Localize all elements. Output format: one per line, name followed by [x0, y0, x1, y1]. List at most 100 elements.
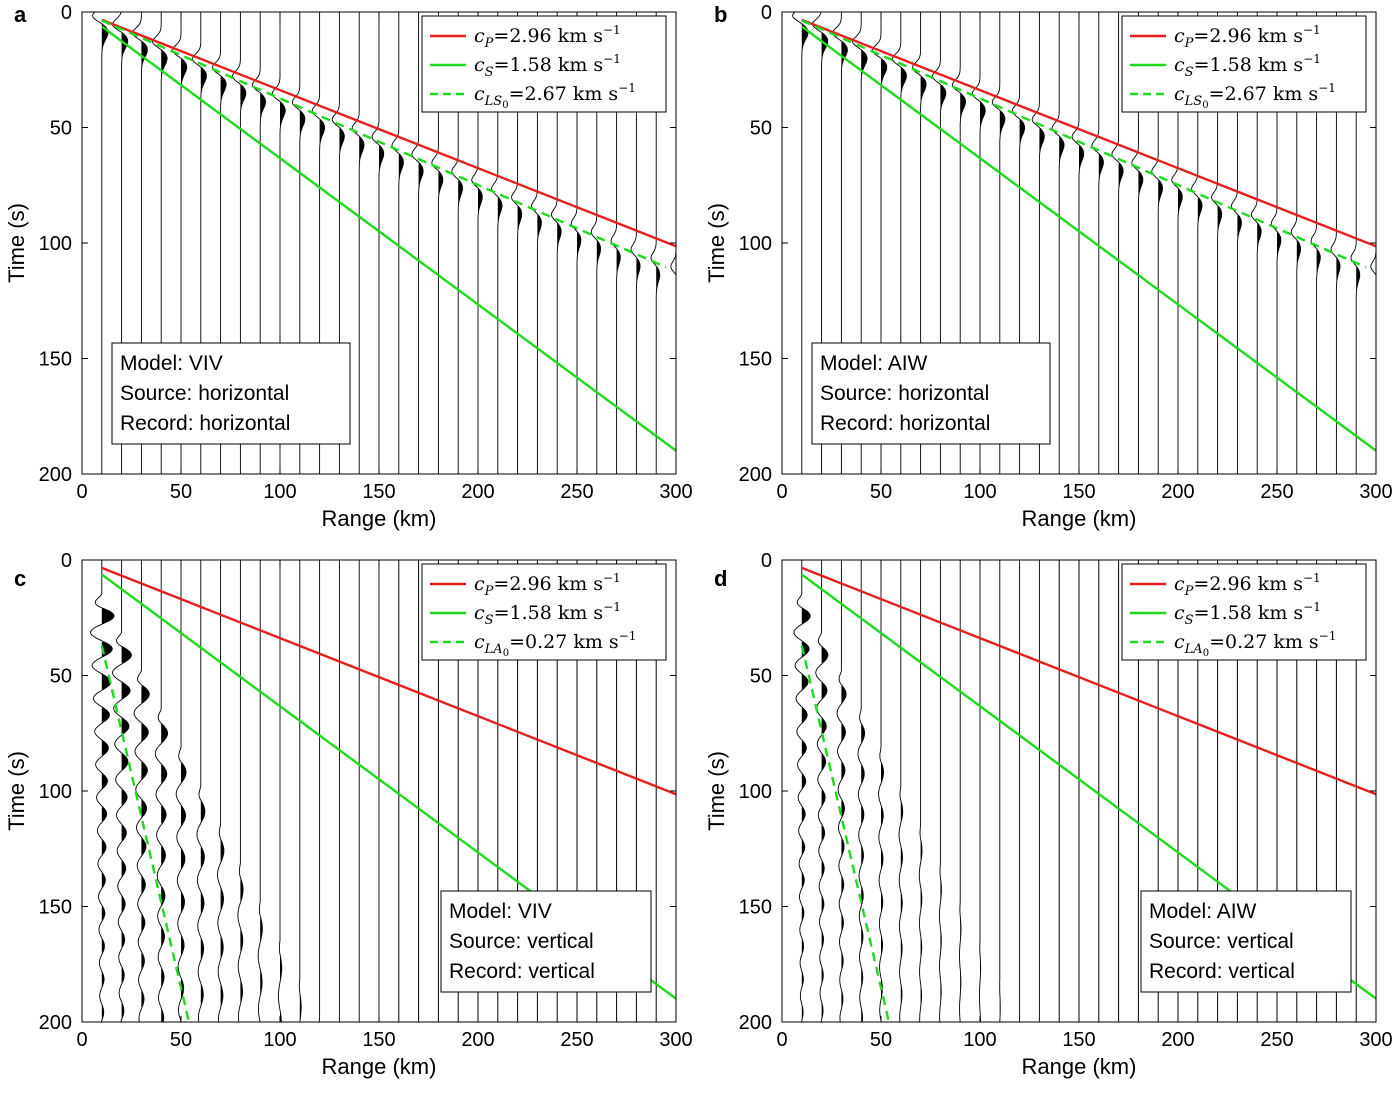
info-model: Model: VIV: [120, 352, 223, 375]
trace-fill: [960, 94, 966, 119]
legend-entry: cLS0=2.67 km s−1: [474, 81, 636, 111]
trace-fill: [1098, 154, 1104, 179]
legend-entry: cS=1.58 km s−1: [1174, 52, 1321, 80]
legend-exponent: −1: [1319, 629, 1337, 643]
trace-fill: [1138, 171, 1143, 196]
plot-area: [90, 560, 676, 1022]
seismic-trace: [1051, 12, 1065, 474]
x-tick-label: 200: [1161, 1029, 1194, 1051]
y-tick-label: 200: [39, 1012, 72, 1034]
panel-b: 0 50 100 150 200 250 300 0 50 100 150 200 Range (km)…: [704, 2, 1393, 531]
legend-symbol: c: [1174, 83, 1185, 105]
seismic-trace: [1071, 12, 1085, 474]
legend-value: =0.27: [509, 631, 567, 653]
x-axis-label: Range (km): [1022, 506, 1137, 531]
legend-subscript: P: [1184, 36, 1194, 51]
info-box-frame: [440, 890, 652, 993]
legend-symbol: c: [1174, 25, 1185, 47]
legend-exponent: −1: [1318, 81, 1336, 95]
y-tick-label: 150: [739, 897, 772, 919]
legend-symbol: c: [1174, 573, 1185, 595]
panel-d: 0 50 100 150 200 250 300 0 50 100 150 200 Range (km)…: [704, 550, 1393, 1079]
seismic-trace: [857, 560, 866, 1022]
trace-fill: [438, 171, 443, 196]
y-tick-label: 150: [739, 349, 772, 371]
seismic-trace: [411, 12, 424, 474]
y-tick-label: 200: [739, 464, 772, 486]
info-model: Model: VIV: [449, 900, 552, 923]
legend-value: =2.96: [1193, 25, 1251, 47]
seismic-trace: [898, 560, 904, 1022]
legend-subscript: P: [1184, 584, 1194, 599]
info-box-frame: [1140, 890, 1352, 993]
seismic-trace: [999, 560, 1001, 1022]
legend-subscript: LS: [1184, 94, 1203, 109]
seismic-trace: [836, 560, 847, 1022]
y-tick-label: 100: [739, 781, 772, 803]
legend-subscript: LA: [1184, 642, 1203, 657]
seismic-trace: [277, 560, 283, 1022]
info-source: Source: horizontal: [120, 382, 289, 405]
legend-value: =2.96: [1193, 573, 1251, 595]
legend-unit: km s: [552, 25, 603, 47]
trace-fill: [359, 136, 364, 161]
legend-subscript: S: [485, 65, 494, 80]
trace-fill: [821, 32, 828, 59]
plot-area: [793, 560, 1376, 1022]
legend-symbol: c: [474, 631, 485, 653]
x-tick-label: 300: [1359, 481, 1392, 503]
seismic-trace: [154, 560, 169, 1022]
legend-entry: cLA0=0.27 km s−1: [1174, 629, 1336, 659]
trace-fill: [1257, 223, 1262, 248]
trace-fill: [676, 275, 680, 298]
trace-fill: [497, 198, 502, 222]
legend-exponent: −1: [603, 52, 621, 66]
legend-symbol: c: [474, 83, 485, 105]
x-tick-label: 50: [170, 1029, 192, 1051]
trace-fill: [656, 267, 660, 291]
trace-fill: [537, 215, 542, 239]
x-tick-label: 300: [1359, 1029, 1392, 1051]
info-box-frame: [111, 342, 351, 445]
legend-entry: cS=1.58 km s−1: [474, 52, 621, 80]
trace-fill: [181, 59, 187, 84]
legend-value: =1.58: [1194, 54, 1252, 76]
x-tick-label: 250: [560, 1029, 593, 1051]
y-tick-label: 0: [761, 2, 772, 24]
y-tick-label: 200: [739, 1012, 772, 1034]
trace-fill: [920, 76, 927, 101]
legend-exponent: −1: [603, 571, 621, 585]
legend-value: =2.67: [509, 83, 567, 105]
x-tick-label: 200: [1161, 481, 1194, 503]
legend-entry: cS=1.58 km s−1: [474, 600, 621, 628]
panel-label: d: [714, 566, 727, 591]
trace-fill: [801, 972, 804, 987]
legend-symbol: c: [1174, 602, 1185, 624]
x-tick-label: 0: [776, 1029, 787, 1051]
y-tick-label: 200: [39, 464, 72, 486]
x-tick-label: 0: [76, 1029, 87, 1051]
legend-symbol: c: [474, 54, 485, 76]
seismic-trace: [1091, 12, 1104, 474]
info-record: Record: vertical: [1149, 960, 1295, 983]
info-source: Source: horizontal: [820, 382, 989, 405]
legend-exponent: −1: [1303, 23, 1321, 37]
legend-subscript: S: [1185, 613, 1194, 628]
x-tick-label: 250: [1260, 481, 1293, 503]
x-tick-label: 100: [263, 481, 296, 503]
seismic-trace: [815, 560, 829, 1022]
x-tick-label: 100: [263, 1029, 296, 1051]
legend-entry: cP=2.96 km s−1: [474, 23, 621, 51]
x-tick-label: 150: [1062, 1029, 1095, 1051]
trace-fill: [557, 223, 562, 248]
x-tick-label: 250: [560, 481, 593, 503]
panel-c: 0 50 100 150 200 250 300 0 50 100 150 200 Range (km)…: [4, 550, 693, 1079]
legend-entry: cP=2.96 km s−1: [1174, 571, 1321, 599]
y-tick-label: 100: [39, 781, 72, 803]
info-record: Record: vertical: [449, 960, 595, 983]
info-model: Model: AIW: [1149, 900, 1257, 923]
legend-exponent: −1: [619, 629, 637, 643]
x-tick-label: 0: [76, 481, 87, 503]
y-axis-label: Time (s): [4, 203, 29, 283]
